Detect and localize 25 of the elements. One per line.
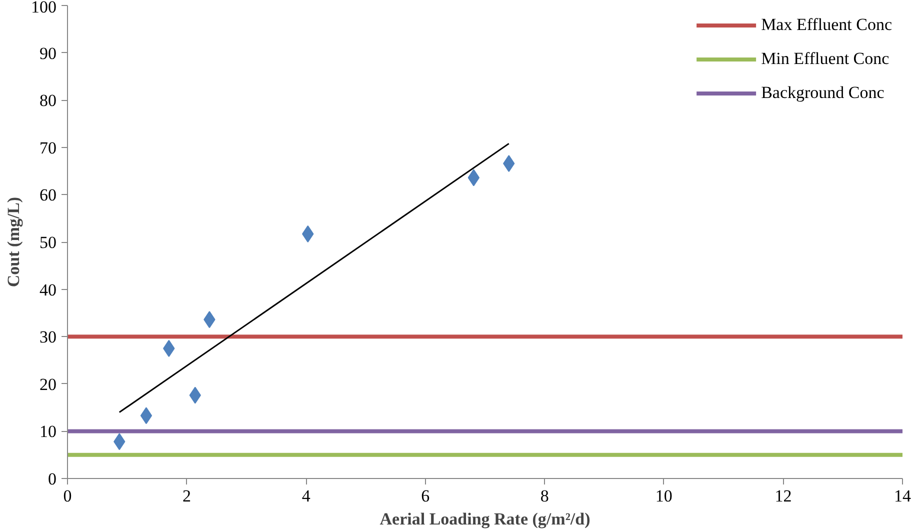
y-tick-label: 20 [40, 374, 56, 394]
y-tick-label: 80 [40, 91, 56, 110]
y-tick-label: 10 [40, 422, 56, 442]
legend-label: Background Conc [761, 83, 884, 103]
y-tick-label: 60 [40, 186, 56, 205]
y-tick-label: 40 [40, 280, 56, 300]
legend-label: Max Effluent Conc [761, 15, 892, 35]
x-tick-label: 0 [63, 486, 72, 506]
x-tick-label: 2 [182, 486, 192, 506]
y-axis-title: Cout (mg/L) [4, 196, 23, 288]
x-tick-label: 4 [302, 486, 311, 506]
point [140, 407, 152, 424]
x-tick-label: 10 [655, 486, 672, 506]
x-tick-label: 14 [894, 486, 912, 506]
x-axis-title: Aerial Loading Rate (g/m²/d) [380, 510, 590, 528]
x-tick-label: 12 [774, 486, 792, 506]
y-tick-label: 100 [31, 0, 56, 16]
x-tick-label: 8 [540, 486, 549, 506]
y-tick-label: 70 [40, 138, 56, 158]
legend-label: Min Effluent Conc [761, 49, 890, 69]
y-tick-label: 90 [40, 44, 56, 63]
y-tick-label: 30 [40, 328, 56, 347]
y-tick-label: 0 [48, 470, 56, 488]
x-tick-label: 6 [421, 486, 430, 506]
y-tick-label: 50 [40, 233, 56, 252]
